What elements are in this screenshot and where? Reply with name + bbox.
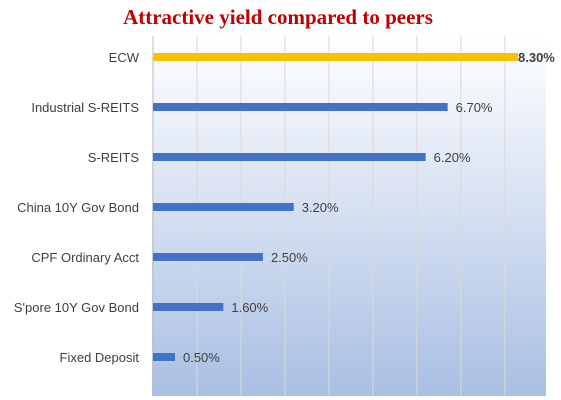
value-label: 6.70%	[456, 100, 493, 115]
value-label: 1.60%	[231, 300, 268, 315]
chart-title: Attractive yield compared to peers	[123, 5, 433, 29]
gridlines	[152, 36, 506, 396]
category-label: S-REITS	[88, 150, 140, 165]
category-labels: ECW Industrial S-REITS S-REITS China 10Y Go…	[14, 50, 140, 365]
bar-3	[153, 203, 294, 211]
bar-4	[153, 253, 263, 261]
value-label: 3.20%	[302, 200, 339, 215]
category-label: CPF Ordinary Acct	[31, 250, 139, 265]
value-label: 2.50%	[271, 250, 308, 265]
bar-6	[153, 353, 175, 361]
category-label: ECW	[109, 50, 140, 65]
value-label: 0.50%	[183, 350, 220, 365]
category-label: Industrial S-REITS	[31, 100, 139, 115]
category-label: China 10Y Gov Bond	[17, 200, 139, 215]
bars	[153, 53, 518, 361]
bar-0	[153, 53, 518, 61]
category-label: S'pore 10Y Gov Bond	[14, 300, 139, 315]
bar-1	[153, 103, 448, 111]
value-labels: 8.30% 6.70% 6.20% 3.20% 2.50% 1.60% 0.50%	[183, 50, 555, 365]
bar-2	[153, 153, 426, 161]
bar-5	[153, 303, 224, 311]
category-label: Fixed Deposit	[60, 350, 140, 365]
value-label: 6.20%	[434, 150, 471, 165]
value-label: 8.30%	[518, 50, 555, 65]
plot-background	[152, 36, 546, 396]
